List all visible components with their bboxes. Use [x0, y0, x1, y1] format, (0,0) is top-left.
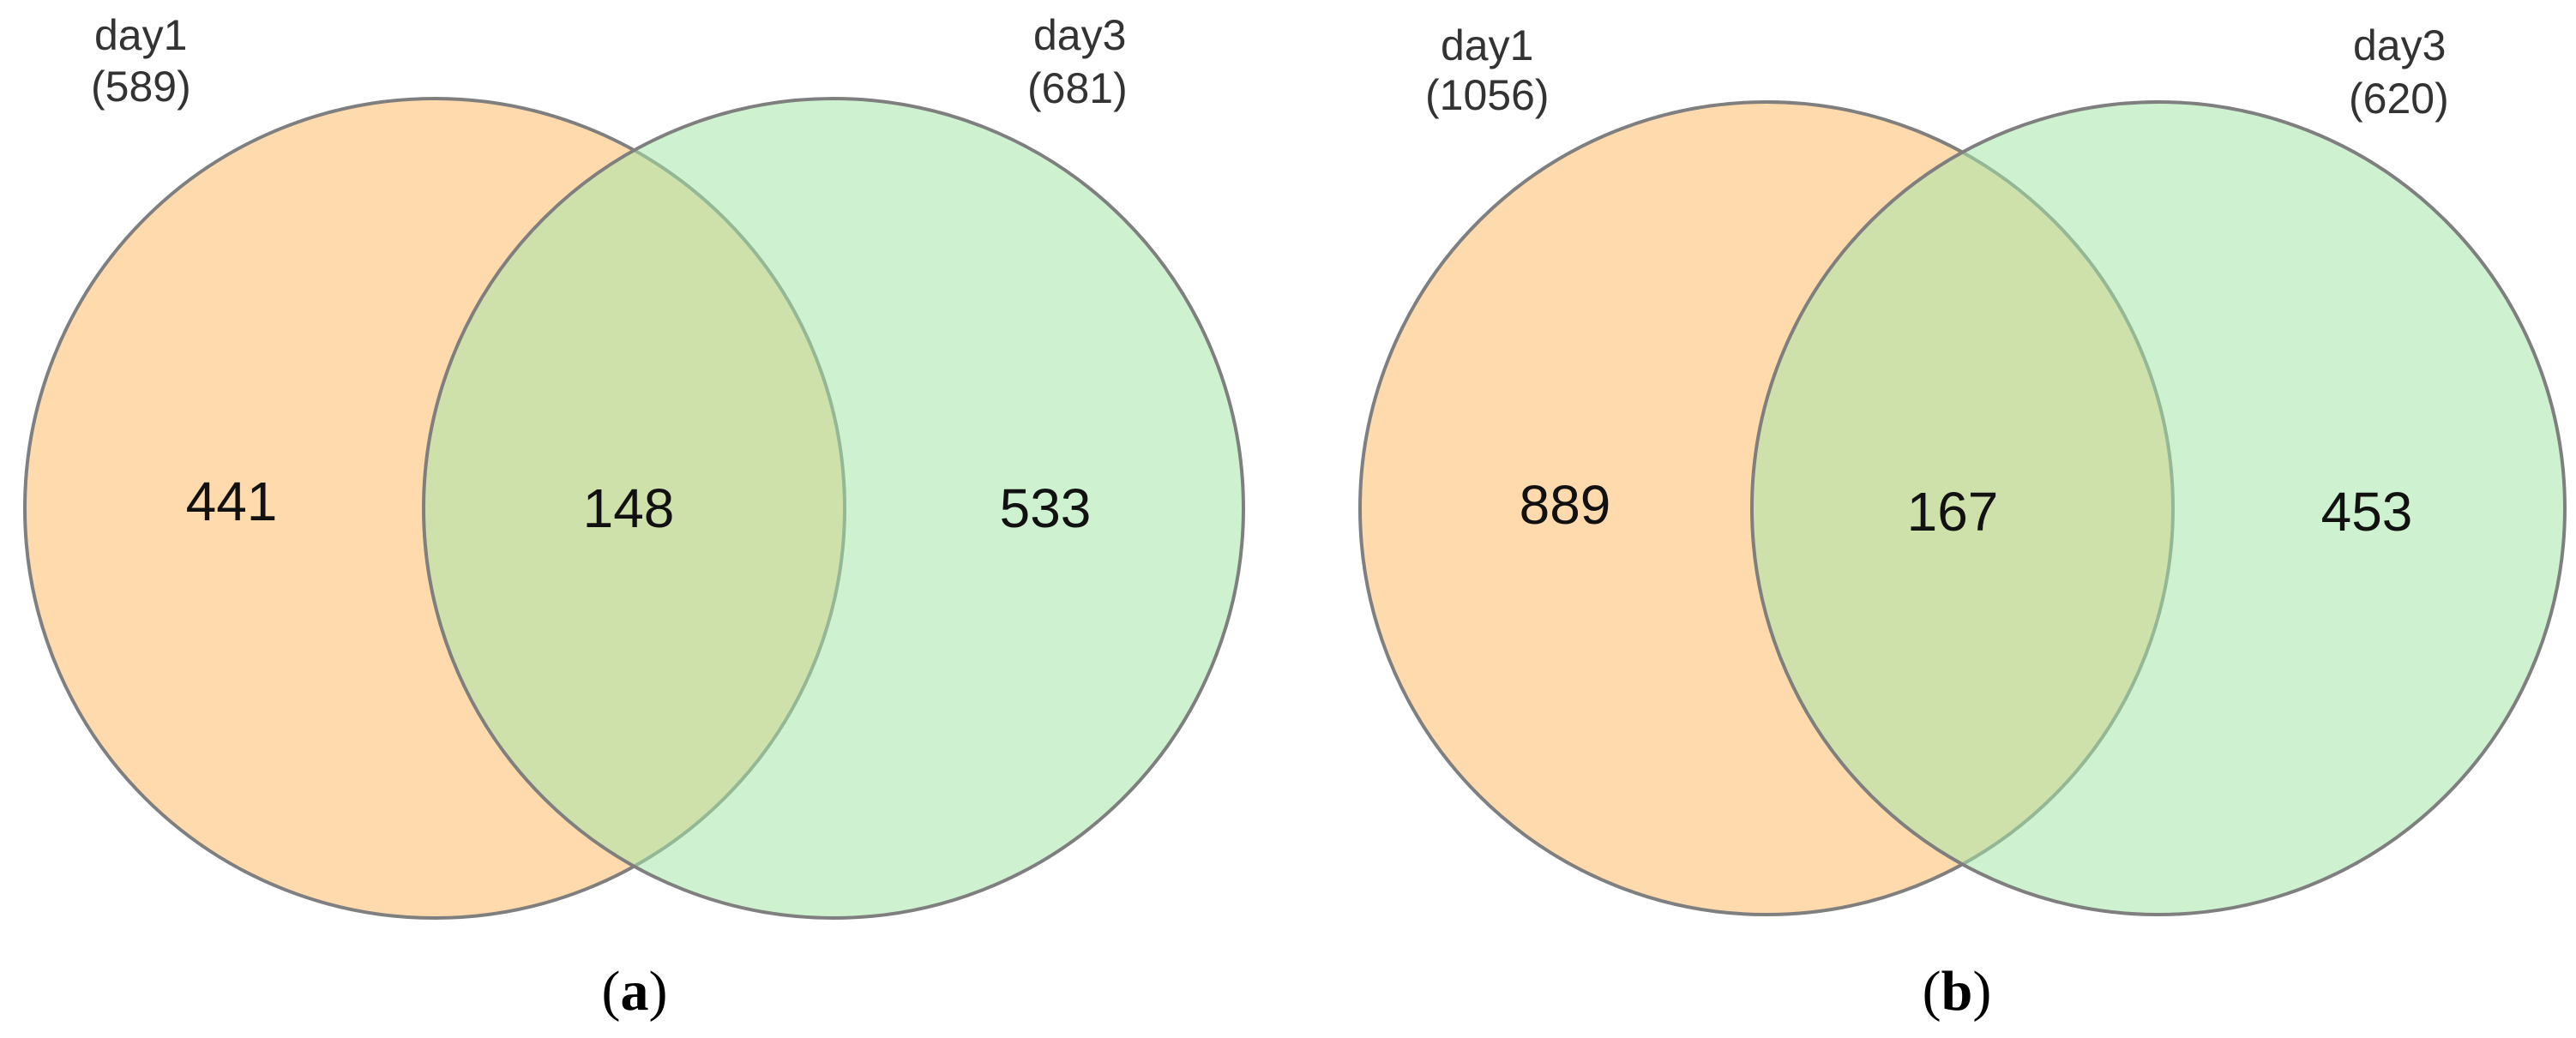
panel-a-day3-total: (681): [1027, 64, 1128, 112]
panel-b-day3-total: (620): [2349, 75, 2449, 123]
panel-b-label: (b): [1923, 960, 1992, 1023]
panel-a-day3-only-count: 533: [1000, 477, 1092, 539]
panel-b-day3-circle: [1750, 100, 2567, 916]
panel-a-intersection-count: 148: [583, 477, 675, 539]
panel-a-day3-circle: [422, 97, 1245, 920]
panel-a-day3-name: day3: [1033, 11, 1126, 59]
panel-a-day1-only-count: 441: [186, 471, 278, 532]
panel-b-day3-name: day3: [2353, 21, 2446, 69]
panel-a-day1-name: day1: [94, 11, 187, 59]
panel-b-intersection-count: 167: [1907, 481, 1999, 543]
panel-a-label: (a): [602, 960, 668, 1023]
panel-a-day1-total: (589): [91, 63, 191, 111]
panel-b-day3-only-count: 453: [2321, 481, 2413, 543]
venn-panel-b: day1 (1056) day3 (620) 889 167 453 (b): [1358, 21, 2567, 1023]
venn-panel-a: day1 (589) day3 (681) 441 148 533 (a): [23, 11, 1245, 1023]
panel-b-day1-name: day1: [1441, 21, 1533, 69]
panel-b-day1-only-count: 889: [1520, 474, 1611, 536]
panel-b-day1-total: (1056): [1425, 71, 1550, 119]
